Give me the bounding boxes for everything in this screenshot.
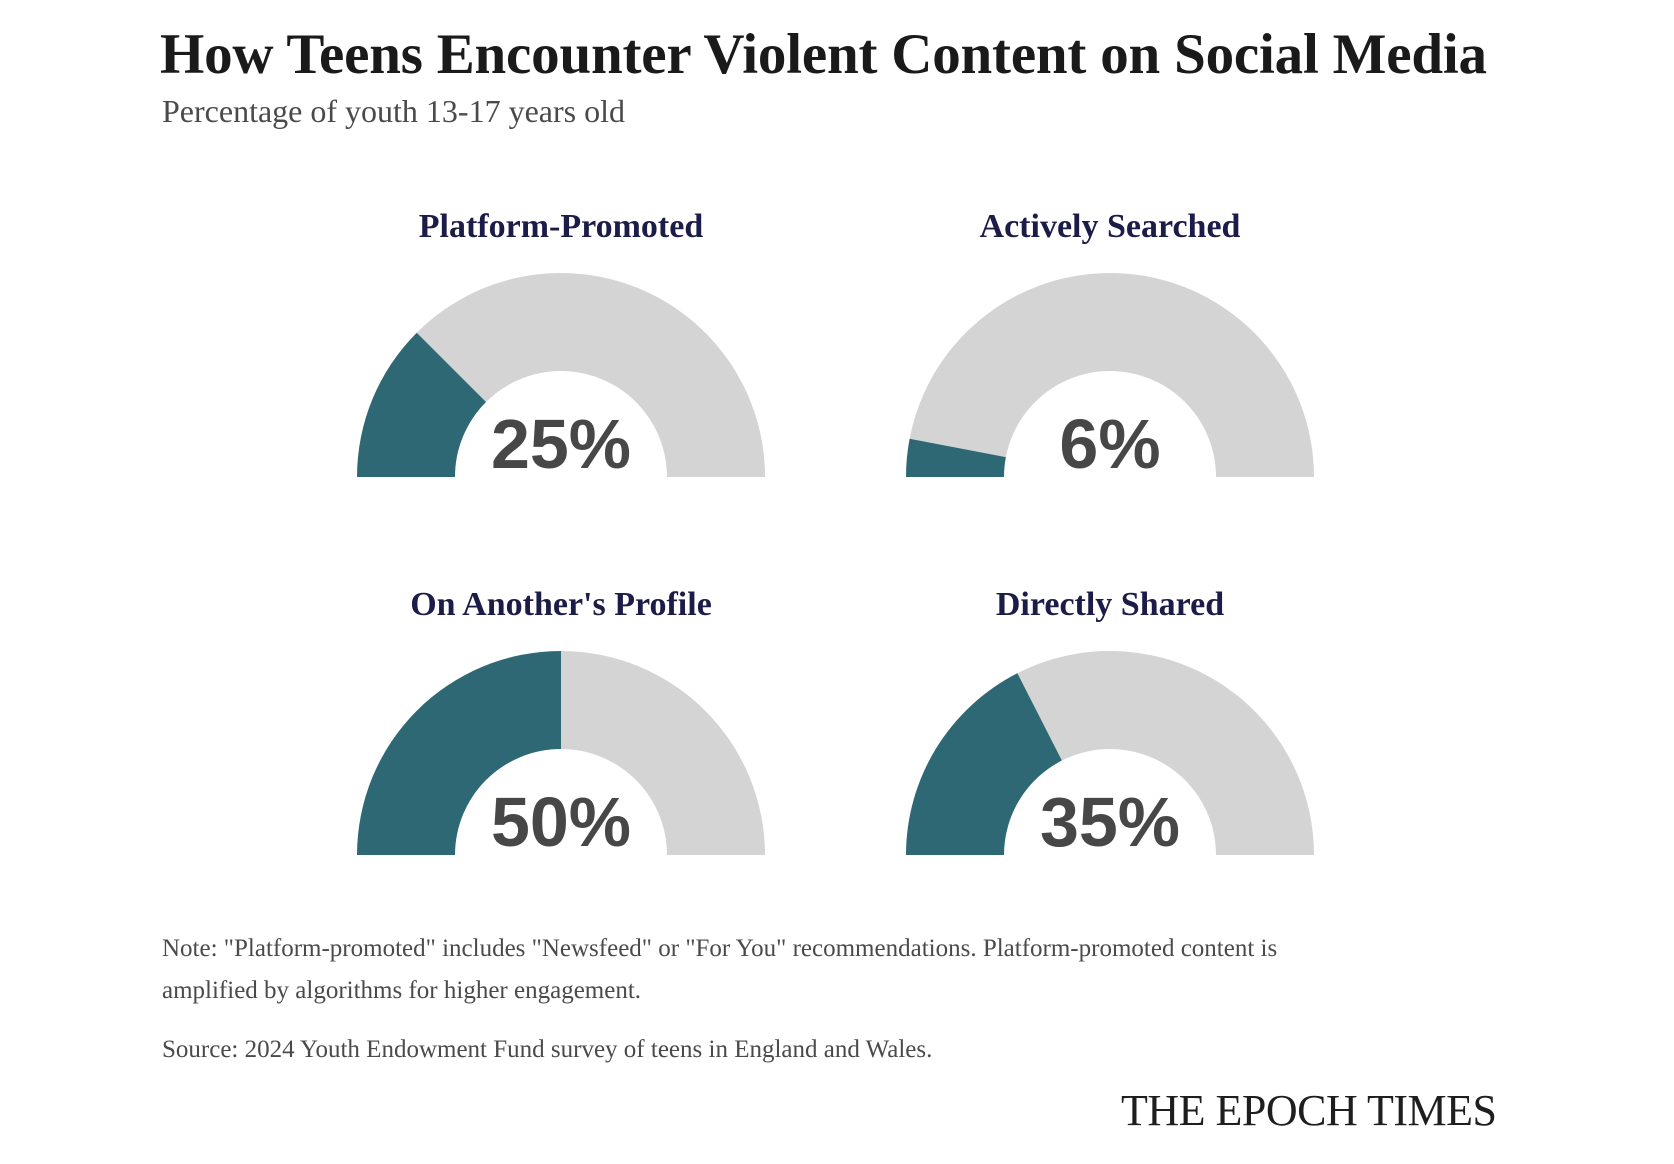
gauge-remainder-arc [561, 651, 765, 855]
gauge-value-label: 35% [1040, 783, 1180, 861]
chart-subtitle: Percentage of youth 13-17 years old [162, 93, 625, 129]
gauge-label: Platform-Promoted [419, 208, 704, 245]
gauge-remainder-arc [1017, 651, 1314, 855]
publisher-logo: THE EPOCH TIMES [1121, 1086, 1497, 1135]
gauge-label: Actively Searched [980, 208, 1241, 245]
gauge-actively-searched: Actively Searched 6% [906, 208, 1315, 483]
gauge-filled-arc [906, 438, 1006, 477]
chart-title: How Teens Encounter Violent Content on S… [160, 23, 1487, 86]
gauge-value-label: 50% [491, 783, 631, 861]
gauge-filled-arc [357, 651, 561, 855]
gauge-remainder-arc [416, 272, 765, 477]
gauge-value-label: 25% [491, 405, 631, 483]
gauge-remainder-arc [909, 272, 1315, 477]
gauge-value-label: 6% [1059, 405, 1160, 483]
gauge-label: On Another's Profile [410, 586, 712, 623]
gauge-platform-promoted: Platform-Promoted 25% [357, 208, 765, 483]
gauge-on-anothers-profile: On Another's Profile 50% [357, 586, 765, 861]
source-note: Source: 2024 Youth Endowment Fund survey… [162, 1036, 933, 1063]
gauge-directly-shared: Directly Shared 35% [906, 586, 1314, 861]
gauge-filled-arc [906, 673, 1062, 855]
gauge-label: Directly Shared [996, 586, 1224, 623]
footnote: Note: "Platform-promoted" includes "News… [162, 935, 1278, 1004]
gauge-filled-arc [357, 332, 487, 477]
